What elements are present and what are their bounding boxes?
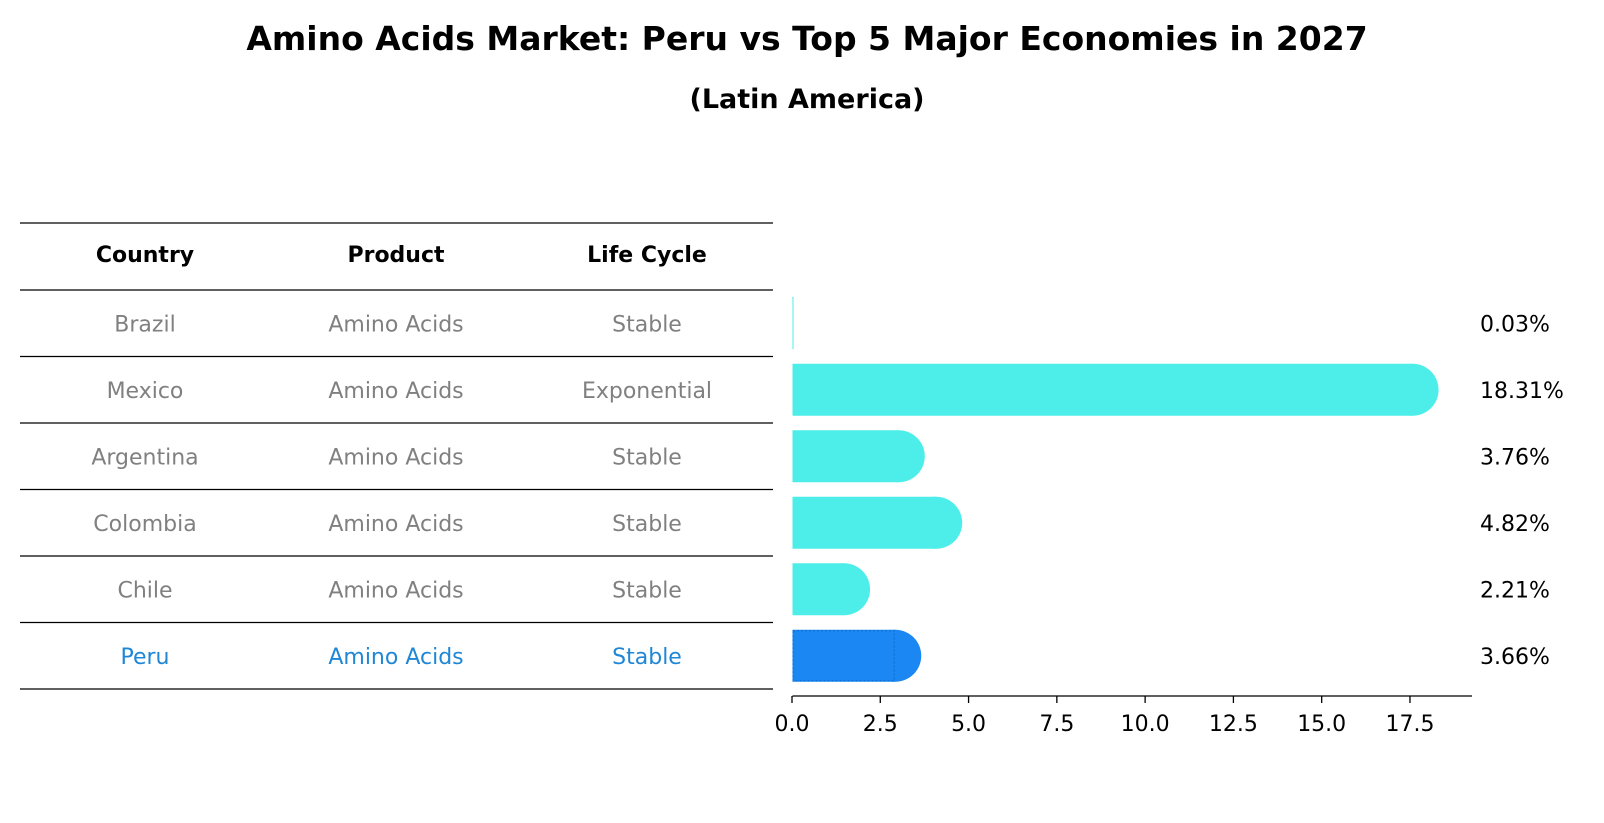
table-cell-product: Amino Acids (328, 645, 463, 670)
table-cell-product: Amino Acids (328, 379, 463, 404)
x-tick-label: 0.0 (775, 712, 810, 737)
value-label: 2.21% (1480, 578, 1550, 603)
table-cell-country: Mexico (107, 379, 184, 404)
table-row: Peru Amino Acids Stable (120, 645, 681, 670)
table-cell-life-cycle: Stable (612, 645, 682, 670)
x-tick-label: 17.5 (1385, 712, 1434, 737)
bar-argentina: 3.76% (792, 430, 1550, 483)
chart-subtitle: (Latin America) (689, 84, 924, 115)
value-label: 0.03% (1480, 312, 1550, 337)
data-table: Country Product Life Cycle Brazil Amino A… (20, 222, 773, 690)
table-row: Colombia Amino Acids Stable (93, 512, 682, 537)
x-tick: 15.0 (1297, 696, 1346, 737)
x-tick-label: 2.5 (863, 712, 898, 737)
x-tick-label: 10.0 (1121, 712, 1170, 737)
table-row: Brazil Amino Acids Stable (114, 312, 682, 337)
bar-cap (869, 629, 922, 682)
bar-chart: 0.03% 18.31% 3.76% 4.82% 2.21% 3.66% 0.0 2.5 5.0… (775, 297, 1564, 737)
bar-cap (872, 430, 925, 483)
x-tick: 12.5 (1209, 696, 1258, 737)
table-cell-life-cycle: Exponential (582, 379, 712, 404)
bar-brazil: 0.03% (792, 297, 1550, 350)
x-tick: 17.5 (1385, 696, 1434, 737)
value-label: 18.31% (1480, 379, 1564, 404)
x-tick: 2.5 (863, 696, 898, 737)
table-cell-product: Amino Acids (328, 512, 463, 537)
table-cell-life-cycle: Stable (612, 512, 682, 537)
bar-chile: 2.21% (792, 563, 1550, 616)
table-cell-country: Chile (117, 578, 172, 603)
table-row: Chile Amino Acids Stable (117, 578, 681, 603)
bar-cap (910, 496, 963, 549)
table-cell-country: Brazil (114, 312, 175, 337)
x-tick: 5.0 (951, 696, 986, 737)
table-header-country: Country (96, 243, 194, 268)
bar-mexico: 18.31% (792, 363, 1564, 416)
table-cell-country: Argentina (91, 445, 198, 470)
bar-peru: 3.66% (792, 629, 1550, 682)
bar-cap (818, 563, 871, 616)
bar-colombia: 4.82% (792, 496, 1550, 549)
x-tick: 10.0 (1121, 696, 1170, 737)
value-label: 3.76% (1480, 445, 1550, 470)
table-cell-life-cycle: Stable (612, 578, 682, 603)
table-row: Mexico Amino Acids Exponential (107, 379, 712, 404)
table-cell-country: Colombia (93, 512, 196, 537)
bar-body (792, 297, 794, 350)
table-cell-country: Peru (120, 645, 169, 670)
table-header-life-cycle: Life Cycle (587, 243, 707, 268)
value-label: 4.82% (1480, 512, 1550, 537)
table-header-product: Product (347, 243, 445, 268)
highlight-outline (792, 630, 895, 682)
x-tick: 0.0 (775, 696, 810, 737)
table-cell-product: Amino Acids (328, 578, 463, 603)
bar-cap (1386, 363, 1439, 416)
x-tick-label: 15.0 (1297, 712, 1346, 737)
table-cell-product: Amino Acids (328, 312, 463, 337)
value-label: 3.66% (1480, 645, 1550, 670)
table-cell-life-cycle: Stable (612, 312, 682, 337)
table-cell-product: Amino Acids (328, 445, 463, 470)
table-row: Argentina Amino Acids Stable (91, 445, 682, 470)
x-tick: 7.5 (1039, 696, 1074, 737)
bar-body (792, 363, 1413, 416)
x-tick-label: 5.0 (951, 712, 986, 737)
table-cell-life-cycle: Stable (612, 445, 682, 470)
chart-title: Amino Acids Market: Peru vs Top 5 Major … (246, 19, 1367, 58)
x-tick-label: 7.5 (1039, 712, 1074, 737)
x-tick-label: 12.5 (1209, 712, 1258, 737)
